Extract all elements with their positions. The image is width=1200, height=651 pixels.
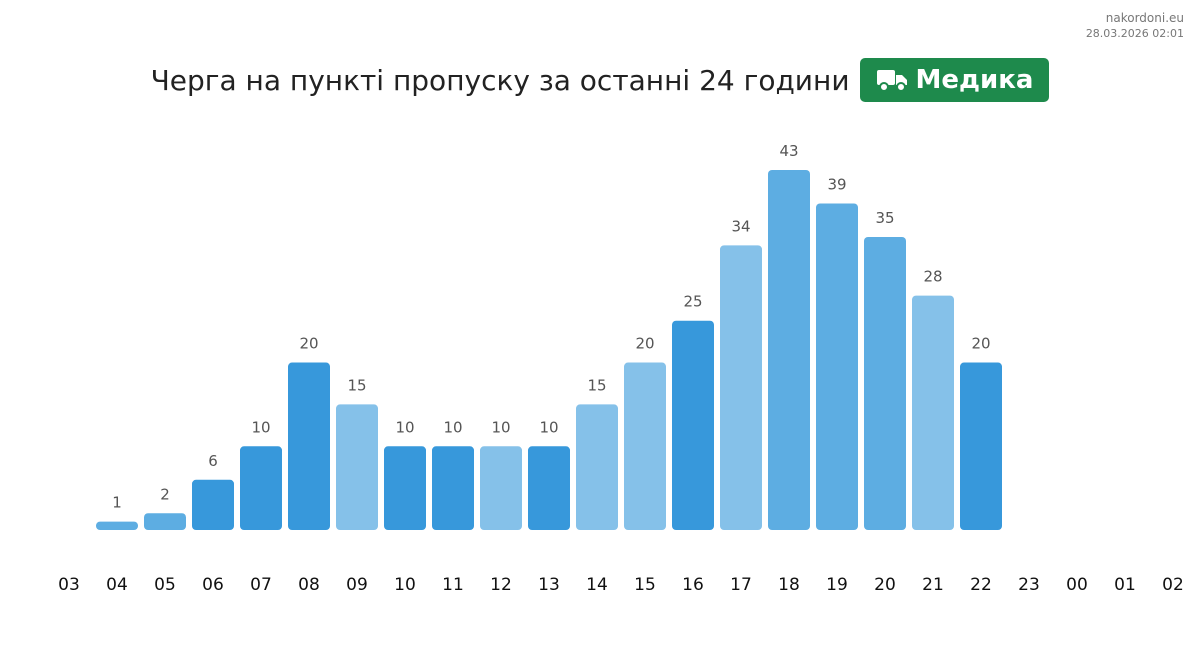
x-tick-label: 12 bbox=[490, 575, 512, 595]
bar-value-label: 6 bbox=[208, 452, 218, 470]
x-tick-label: 04 bbox=[106, 575, 128, 595]
bar bbox=[528, 446, 570, 530]
checkpoint-badge: Медика bbox=[859, 58, 1050, 102]
bar-value-label: 1 bbox=[112, 494, 122, 512]
bar bbox=[720, 245, 762, 531]
source-site: nakordoni.eu bbox=[1105, 11, 1184, 25]
bar bbox=[576, 404, 618, 530]
x-tick-label: 10 bbox=[394, 575, 416, 595]
bar bbox=[384, 446, 426, 530]
bar-value-label: 2 bbox=[160, 485, 170, 503]
x-tick-label: 05 bbox=[154, 575, 176, 595]
bar-value-label: 10 bbox=[395, 418, 414, 436]
x-tick-label: 13 bbox=[538, 575, 560, 595]
bar-value-label: 20 bbox=[299, 335, 318, 353]
bar bbox=[672, 320, 714, 530]
x-tick-label: 02 bbox=[1162, 575, 1184, 595]
x-tick-label: 06 bbox=[202, 575, 224, 595]
bar-value-label: 35 bbox=[875, 209, 894, 227]
bar bbox=[816, 203, 858, 530]
bar bbox=[768, 170, 810, 530]
bar-value-label: 43 bbox=[779, 142, 798, 160]
bar bbox=[288, 362, 330, 530]
x-tick-label: 21 bbox=[922, 575, 944, 595]
x-tick-label: 09 bbox=[346, 575, 368, 595]
bar-value-label: 20 bbox=[635, 335, 654, 353]
x-tick-label: 18 bbox=[778, 575, 800, 595]
bar bbox=[336, 404, 378, 530]
x-tick-label: 16 bbox=[682, 575, 704, 595]
bar bbox=[144, 513, 186, 530]
bar-value-label: 10 bbox=[443, 418, 462, 436]
x-tick-label: 00 bbox=[1066, 575, 1088, 595]
x-tick-label: 22 bbox=[970, 575, 992, 595]
bar-value-label: 10 bbox=[491, 418, 510, 436]
x-tick-label: 17 bbox=[730, 575, 752, 595]
bar-value-label: 10 bbox=[539, 418, 558, 436]
bar-value-label: 20 bbox=[971, 335, 990, 353]
bar bbox=[960, 362, 1002, 530]
bar-value-label: 15 bbox=[347, 376, 366, 394]
chart-title: Черга на пункті пропуску за останні 24 г… bbox=[150, 63, 850, 97]
bar bbox=[96, 521, 138, 530]
x-tick-label: 20 bbox=[874, 575, 896, 595]
source-info: nakordoni.eu 28.03.2026 02:01 bbox=[1086, 10, 1184, 42]
checkpoint-name: Медика bbox=[915, 65, 1034, 95]
x-tick-label: 14 bbox=[586, 575, 608, 595]
bar-value-label: 10 bbox=[251, 418, 270, 436]
bar bbox=[480, 446, 522, 530]
x-tick-label: 01 bbox=[1114, 575, 1136, 595]
bar-value-label: 25 bbox=[683, 293, 702, 311]
source-datetime: 28.03.2026 02:01 bbox=[1085, 27, 1184, 40]
bar-value-label: 34 bbox=[731, 217, 750, 235]
chart-header: Черга на пункті пропуску за останні 24 г… bbox=[0, 58, 1200, 102]
bar bbox=[432, 446, 474, 530]
x-tick-label: 23 bbox=[1018, 575, 1040, 595]
truck-icon bbox=[876, 70, 907, 92]
x-tick-label: 08 bbox=[298, 575, 320, 595]
x-tick-label: 03 bbox=[58, 575, 80, 595]
bar bbox=[624, 362, 666, 530]
x-tick-label: 11 bbox=[442, 575, 464, 595]
bar bbox=[240, 446, 282, 530]
bar-value-label: 39 bbox=[827, 175, 846, 193]
bar-value-label: 28 bbox=[923, 268, 942, 286]
bar bbox=[912, 295, 954, 530]
x-tick-label: 15 bbox=[634, 575, 656, 595]
bar-value-label: 15 bbox=[587, 376, 606, 394]
bar bbox=[864, 236, 906, 530]
x-tick-label: 07 bbox=[250, 575, 272, 595]
bar bbox=[192, 479, 234, 530]
x-tick-label: 19 bbox=[826, 575, 848, 595]
